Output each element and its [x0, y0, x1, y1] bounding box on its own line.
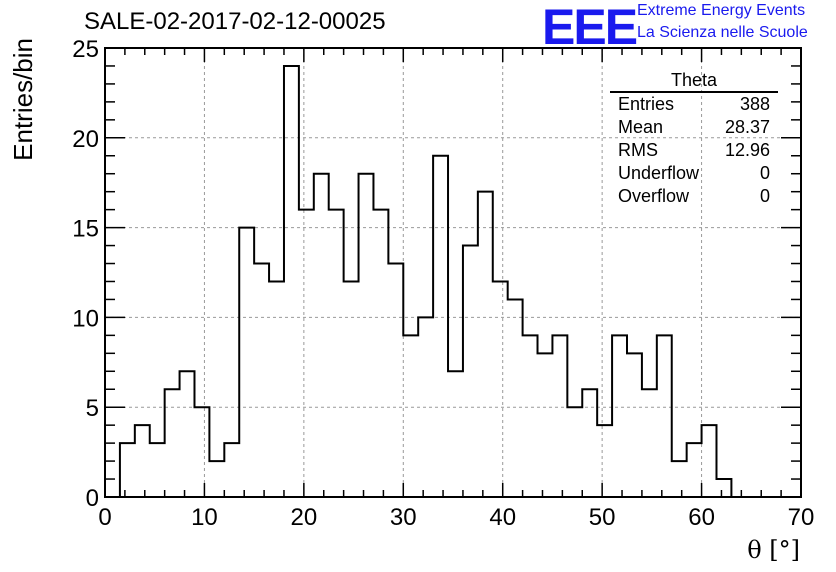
tick-labels: 0 10 20 30 40 50 60 70 0 5 10 15 20 25 — [72, 36, 814, 531]
x-tick-label: 30 — [390, 504, 417, 531]
stats-row-rms: RMS 12.96 — [610, 139, 778, 162]
x-axis-label: θ [°] — [747, 536, 800, 564]
stats-row-underflow: Underflow 0 — [610, 162, 778, 185]
stats-value: 12.96 — [724, 140, 770, 160]
y-tick-label: 20 — [72, 126, 99, 153]
x-tick-label: 40 — [489, 504, 516, 531]
stats-label: Underflow — [618, 163, 700, 183]
plot-frame — [104, 47, 802, 498]
histogram-series — [118, 64, 747, 498]
stats-label: Overflow — [618, 186, 690, 206]
logo-subtitle-2: La Scienza nelle Scuole — [637, 24, 808, 41]
y-tick-label: 10 — [72, 305, 99, 332]
logo-subtitle-1: Extreme Energy Events — [637, 2, 806, 19]
x-tick-label: 10 — [191, 504, 218, 531]
stats-row-mean: Mean 28.37 — [610, 116, 778, 139]
x-tick-label: 0 — [98, 504, 111, 531]
x-tick-label: 70 — [788, 504, 815, 531]
stats-label: Entries — [618, 94, 675, 114]
y-axis-label: Entries/bin — [8, 38, 38, 161]
stats-value: 388 — [739, 94, 770, 114]
stats-label: RMS — [618, 140, 658, 160]
y-tick-label: 15 — [72, 216, 99, 243]
stats-title: Theta — [610, 70, 778, 93]
stats-row-entries: Entries 388 — [610, 93, 778, 116]
stats-value: 0 — [759, 186, 770, 206]
y-tick-label: 25 — [72, 36, 99, 63]
stats-row-overflow: Overflow 0 — [610, 185, 778, 208]
chart-title: SALE-02-2017-02-12-00025 — [84, 8, 386, 35]
stats-box: Theta Entries 388 Mean 28.37 RMS 12.96 U… — [610, 70, 778, 208]
eee-logo: EEE — [542, 0, 638, 55]
stats-value: 0 — [759, 163, 770, 183]
x-tick-label: 60 — [688, 504, 715, 531]
x-tick-label: 20 — [291, 504, 318, 531]
stats-value: 28.37 — [724, 117, 770, 137]
grid-lines — [105, 48, 801, 497]
stats-label: Mean — [618, 117, 664, 137]
y-tick-label: 5 — [86, 395, 99, 422]
y-tick-label: 0 — [86, 485, 99, 512]
x-tick-label: 50 — [589, 504, 616, 531]
